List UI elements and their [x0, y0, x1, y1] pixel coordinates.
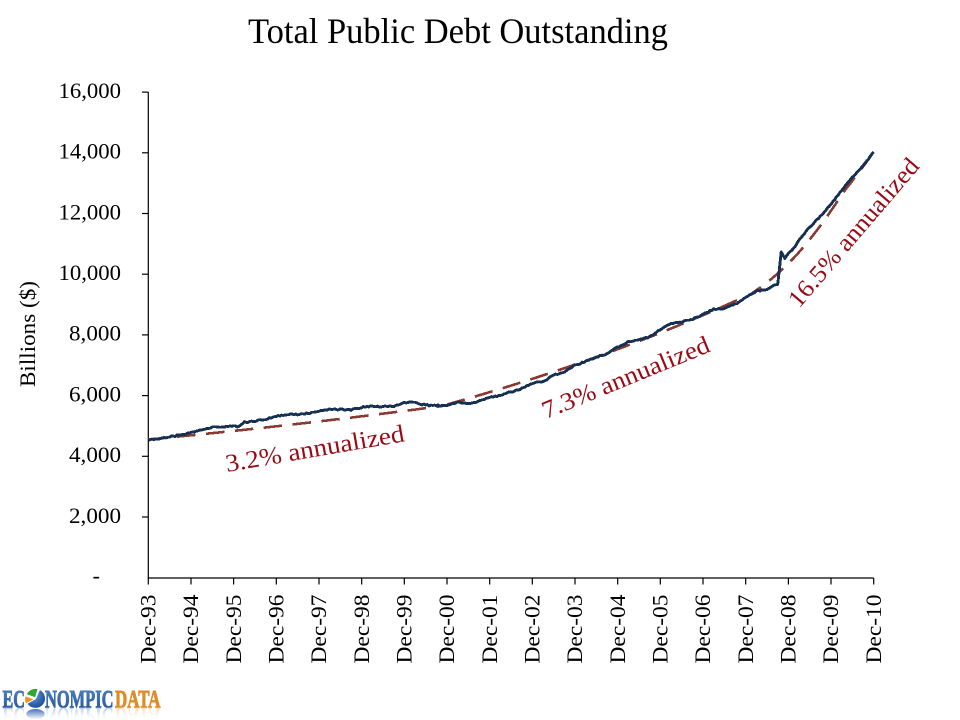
svg-text:Dec-93: Dec-93	[137, 594, 161, 663]
svg-text:EC: EC	[3, 685, 26, 714]
svg-text:Dec-09: Dec-09	[819, 595, 843, 664]
svg-text:4,000: 4,000	[69, 442, 121, 467]
svg-text:Dec-00: Dec-00	[435, 594, 459, 663]
svg-text:14,000: 14,000	[59, 139, 122, 164]
svg-text:Dec-99: Dec-99	[393, 595, 417, 664]
svg-text:Dec-01: Dec-01	[478, 595, 502, 664]
svg-text:Dec-05: Dec-05	[649, 594, 673, 663]
svg-text:Total Public Debt Outstanding: Total Public Debt Outstanding	[248, 11, 668, 51]
svg-text:8,000: 8,000	[69, 321, 121, 346]
svg-text:Dec-04: Dec-04	[606, 594, 630, 663]
svg-text:Dec-95: Dec-95	[222, 594, 246, 663]
svg-text:Dec-02: Dec-02	[521, 595, 545, 664]
svg-text:16,000: 16,000	[59, 78, 122, 103]
svg-text:6,000: 6,000	[69, 381, 121, 406]
svg-text:Dec-03: Dec-03	[563, 594, 587, 663]
svg-text:-: -	[93, 563, 100, 588]
svg-text:12,000: 12,000	[59, 199, 122, 224]
svg-text:Dec-98: Dec-98	[350, 594, 374, 663]
svg-text:Dec-06: Dec-06	[691, 594, 715, 663]
svg-text:Dec-96: Dec-96	[265, 594, 289, 663]
svg-text:Dec-10: Dec-10	[862, 594, 886, 663]
svg-text:Dec-97: Dec-97	[307, 594, 331, 663]
svg-text:Dec-07: Dec-07	[734, 594, 758, 663]
svg-text:Dec-94: Dec-94	[179, 594, 203, 663]
svg-text:10,000: 10,000	[59, 260, 122, 285]
svg-text:Billions ($): Billions ($)	[15, 281, 40, 387]
svg-text:2,000: 2,000	[69, 503, 121, 528]
svg-text:Dec-08: Dec-08	[777, 594, 801, 663]
